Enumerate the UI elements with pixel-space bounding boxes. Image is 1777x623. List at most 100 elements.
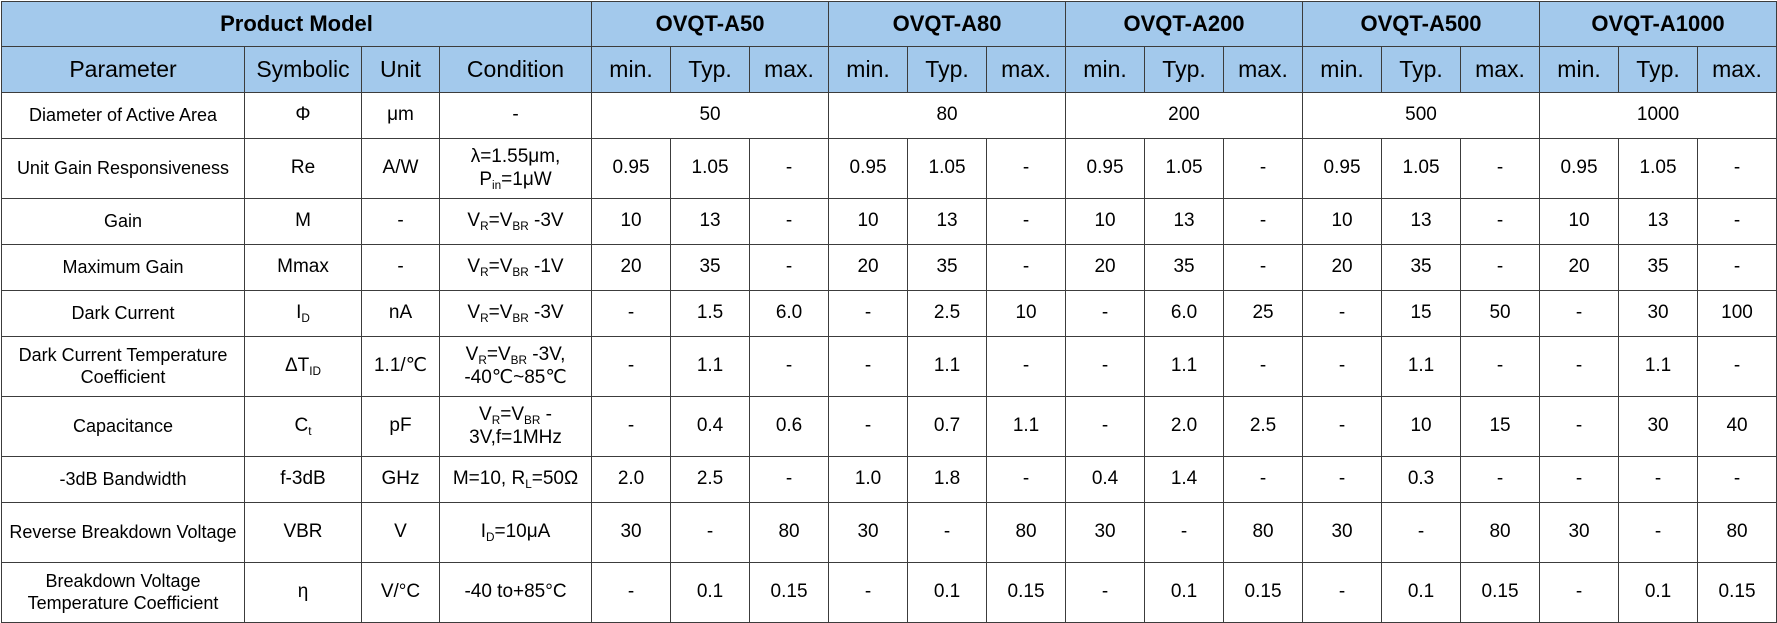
value-cell: 0.95: [1539, 138, 1620, 199]
sub-header-typ: Typ.: [1144, 46, 1225, 93]
value-cell: -: [1223, 244, 1304, 291]
value-cell: -: [1144, 502, 1225, 563]
unit-cell: V: [361, 502, 440, 563]
unit-cell: nA: [361, 290, 440, 337]
value-cell: -: [1618, 456, 1699, 503]
value-cell: 100: [1697, 290, 1777, 337]
value-cell: -: [1460, 336, 1541, 397]
parameter-cell: Diameter of Active Area: [1, 92, 245, 139]
value-cell: 1.05: [670, 138, 751, 199]
table-row: Capacitance Ct pF VR=VBR -3V,f=1MHz -0.4 0.6-…: [1, 396, 1777, 457]
condition-cell: VR=VBR -3V: [438, 290, 593, 337]
table-row: Gain M - VR=VBR -3V 10 13-10 13-10 13-10 13-10 13…: [1, 198, 1777, 245]
value-cell: 13: [670, 198, 751, 245]
value-cell: 0.4: [670, 396, 751, 457]
unit-header: Unit: [361, 46, 440, 93]
value-cell: 1.0: [828, 456, 909, 503]
condition-cell: VR=VBR -3V,f=1MHz: [438, 396, 593, 457]
value-cell: 20: [591, 244, 672, 291]
value-cell: 0.1: [907, 562, 988, 623]
value-cell: 10: [828, 198, 909, 245]
value-cell: 2.5: [670, 456, 751, 503]
sub-header-typ: Typ.: [670, 46, 751, 93]
value-cell: 1.4: [1144, 456, 1225, 503]
value-cell: 35: [1381, 244, 1462, 291]
value-cell: 1.05: [1381, 138, 1462, 199]
sub-header-min: min.: [1302, 46, 1383, 93]
unit-cell: GHz: [361, 456, 440, 503]
table-row: -3dB Bandwidth f-3dB GHz M=10, RL=50Ω 2.0 2.5…: [1, 456, 1777, 503]
value-cell: 10: [1302, 198, 1383, 245]
symbol-cell: Mmax: [244, 244, 362, 291]
value-cell: 0.95: [591, 138, 672, 199]
sub-header-typ: Typ.: [1381, 46, 1462, 93]
value-cell: -: [1539, 456, 1620, 503]
value-cell: -: [591, 290, 672, 337]
value-cell: 0.95: [1065, 138, 1146, 199]
value-cell: 1.5: [670, 290, 751, 337]
symbol-cell: Re: [244, 138, 362, 199]
symbol-cell: M: [244, 198, 362, 245]
parameter-cell: Capacitance: [1, 396, 245, 457]
value-cell: 13: [907, 198, 988, 245]
symbol-cell: η: [244, 562, 362, 623]
value-cell: 6.0: [749, 290, 830, 337]
value-cell: 30: [828, 502, 909, 563]
value-cell: 80: [749, 502, 830, 563]
unit-cell: 1.1/℃: [361, 336, 440, 397]
condition-cell: -40 to+85°C: [438, 562, 593, 623]
model-header-a500: OVQT-A500: [1302, 1, 1541, 47]
unit-cell: μm: [361, 92, 440, 139]
value-cell: 80: [1697, 502, 1777, 563]
value-cell: 35: [1618, 244, 1699, 291]
value-cell: 30: [1539, 502, 1620, 563]
parameter-cell: Breakdown Voltage Temperature Coefficien…: [1, 562, 245, 623]
table-row: Unit Gain Responsiveness Re A/W λ=1.55μm, Pi…: [1, 138, 1777, 199]
value-cell: -: [1065, 562, 1146, 623]
value-cell: -: [1697, 138, 1777, 199]
value-cell: -: [1381, 502, 1462, 563]
parameter-cell: -3dB Bandwidth: [1, 456, 245, 503]
value-cell: 0.15: [1460, 562, 1541, 623]
value-cell: 13: [1144, 198, 1225, 245]
value-cell: 0.15: [749, 562, 830, 623]
model-header-a200: OVQT-A200: [1065, 1, 1304, 47]
sub-header-max: max.: [1697, 46, 1777, 93]
value-cell: 40: [1697, 396, 1777, 457]
sub-header-min: min.: [1065, 46, 1146, 93]
sub-header-min: min.: [1539, 46, 1620, 93]
value-cell: 1.1: [1618, 336, 1699, 397]
sub-header-min: min.: [828, 46, 909, 93]
value-cell-merged: 500: [1302, 92, 1541, 139]
value-cell: 1.1: [1144, 336, 1225, 397]
value-cell: -: [986, 456, 1067, 503]
value-cell: 2.5: [1223, 396, 1304, 457]
symbol-cell: VBR: [244, 502, 362, 563]
value-cell: 15: [1460, 396, 1541, 457]
value-cell: -: [591, 562, 672, 623]
value-cell: 35: [907, 244, 988, 291]
table-row: Reverse Breakdown Voltage VBR V ID=10μA 30-8…: [1, 502, 1777, 563]
value-cell: -: [1618, 502, 1699, 563]
sub-header-typ: Typ.: [1618, 46, 1699, 93]
model-header-a1000: OVQT-A1000: [1539, 1, 1777, 47]
sub-header-typ: Typ.: [907, 46, 988, 93]
value-cell: -: [1223, 456, 1304, 503]
value-cell: -: [1223, 336, 1304, 397]
value-cell: -: [1302, 396, 1383, 457]
value-cell: 0.95: [828, 138, 909, 199]
value-cell: 1.05: [907, 138, 988, 199]
condition-cell: λ=1.55μm, Pin=1μW: [438, 138, 593, 199]
condition-cell: VR=VBR -1V: [438, 244, 593, 291]
value-cell: -: [828, 290, 909, 337]
condition-cell: M=10, RL=50Ω: [438, 456, 593, 503]
value-cell-merged: 50: [591, 92, 830, 139]
condition-cell: VR=VBR -3V, -40℃~85℃: [438, 336, 593, 397]
parameter-cell: Dark Current Temperature Coefficient: [1, 336, 245, 397]
value-cell: 0.1: [1618, 562, 1699, 623]
value-cell: -: [1223, 198, 1304, 245]
value-cell: 13: [1618, 198, 1699, 245]
value-cell: 0.15: [1223, 562, 1304, 623]
parameter-header: Parameter: [1, 46, 245, 93]
